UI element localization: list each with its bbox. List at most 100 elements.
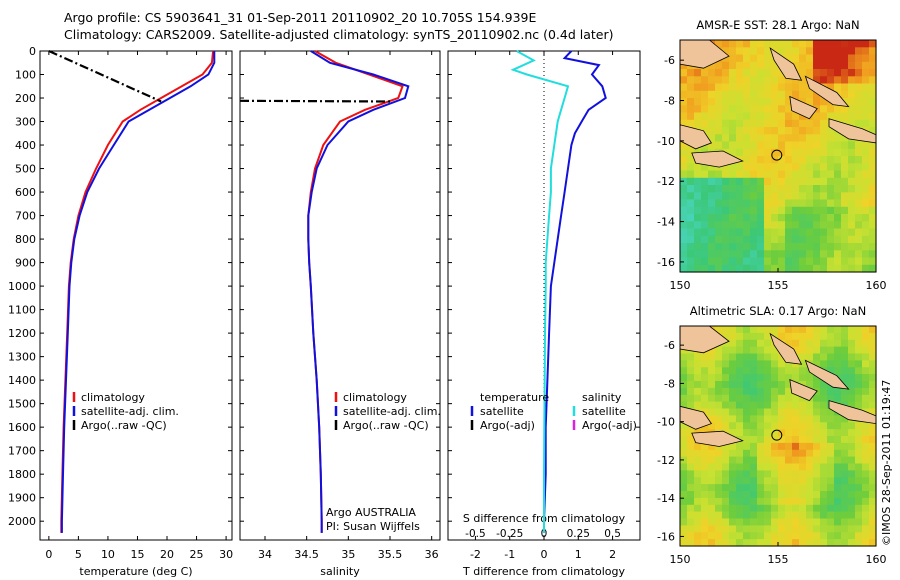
sst_map-cell [757,127,765,135]
sla_map-cell [701,539,709,547]
sla_map-cell [806,470,814,478]
sst_map-cell [687,156,695,164]
salinity-legend-label: satellite-adj. clim. [343,405,441,418]
sla_map-cell [757,456,765,465]
sla_map-cell [855,326,863,334]
sla_map-cell [708,539,716,547]
sla_map-cell [785,532,793,540]
sla_map-cell [806,449,814,458]
sst_map-cell [841,206,849,215]
sla_map-cell [806,381,814,389]
sla_map-cell [764,381,772,389]
sst_map-cell [848,105,856,114]
sst_map-cell [848,177,856,186]
sla_map-cell [764,360,772,368]
sst_map-cell [757,235,765,244]
sst_map-cell [869,156,877,164]
sla_map-cell [757,374,765,382]
sst_map-cell [848,199,856,208]
sst_map-cell [841,185,849,193]
sst_map-cell [792,206,800,215]
sst_map-cell [722,40,730,48]
sst_map-cell [820,105,828,114]
sst_map-cell [687,250,695,259]
sla_map-cell [743,429,751,437]
sst_map-cell [743,83,751,92]
sla_map-cell [855,456,863,465]
sst_map-cell [764,163,772,172]
sst_map-cell [778,257,786,266]
sst_map-cell [687,264,695,273]
sst_map-cell [687,69,695,77]
sst_map-cell [848,148,856,157]
sst_map-cell [827,264,835,273]
sst_map-cell [764,177,772,186]
sst_map-cell [771,127,779,135]
sst_map-cell [729,69,737,77]
sla_map-cell [750,504,758,513]
sst_map-cell [708,83,716,92]
sst_map-cell [862,177,870,186]
sla_map-cell [729,346,737,355]
sla_map-cell [729,429,737,437]
sst_map-cell [806,119,814,128]
sst_map-cell [778,105,786,114]
sst_map-cell [736,177,744,186]
sst_map-cell [771,134,779,143]
sla_map-cell [764,477,772,485]
sla_map-cell [750,387,758,396]
sst_map-cell [694,105,702,114]
sst_map-cell [680,264,688,273]
sst_map-cell [764,119,772,128]
sst_map-cell [694,221,702,230]
sla_map-cell [813,346,821,355]
sla_map-cell [862,477,870,485]
sla_map-cell [827,442,835,451]
sla_map-cell [722,525,730,533]
sla_map-cell [827,387,835,396]
sla_map-cell [715,346,723,355]
sst_map-cell [757,40,765,48]
sla_map-cell [743,436,751,444]
sst_map-cell [841,105,849,114]
sla_map-cell [743,470,751,478]
sla_map-cell [778,525,786,533]
sla_map-cell [743,491,751,499]
sla_map-cell [715,477,723,485]
sla_map-cell [820,463,828,471]
sla_map-cell [862,456,870,465]
sla_map-cell [722,422,730,430]
sla_map-cell [694,463,702,471]
sla_map-cell [855,525,863,533]
sla_map-cell [701,518,709,526]
sst_map-cell [792,83,800,92]
sst_map-cell [813,235,821,244]
sst_map-cell [680,148,688,157]
sla_map-cell [750,497,758,506]
sla_map-cell [729,504,737,513]
sla_map-cell [834,477,842,485]
depth-tick-label: 1500 [8,398,36,411]
sla_map-cell [869,463,877,471]
sst_map-cell [701,76,709,85]
sla_map-cell [862,332,870,341]
sla_map-cell [743,532,751,540]
sla_map-cell [764,367,772,375]
sst_map-cell [869,192,877,201]
sla_map-cell [729,525,737,533]
depth-tick-label: 2000 [8,515,36,528]
sst_map-cell [771,105,779,114]
sla_map-cell [806,374,814,382]
sla_map-cell [722,339,730,348]
sst_map-cell [722,69,730,77]
sst_map-cell [750,156,758,164]
sst_map-cell [855,163,863,172]
sla_map-cell [778,511,786,520]
sla_map-cell [799,326,807,334]
sst_map-cell [757,214,765,222]
sla_map-cell [687,449,695,458]
sst_map-cell [743,206,751,215]
sst_map-cell [813,156,821,164]
sla_map-cell [841,463,849,471]
